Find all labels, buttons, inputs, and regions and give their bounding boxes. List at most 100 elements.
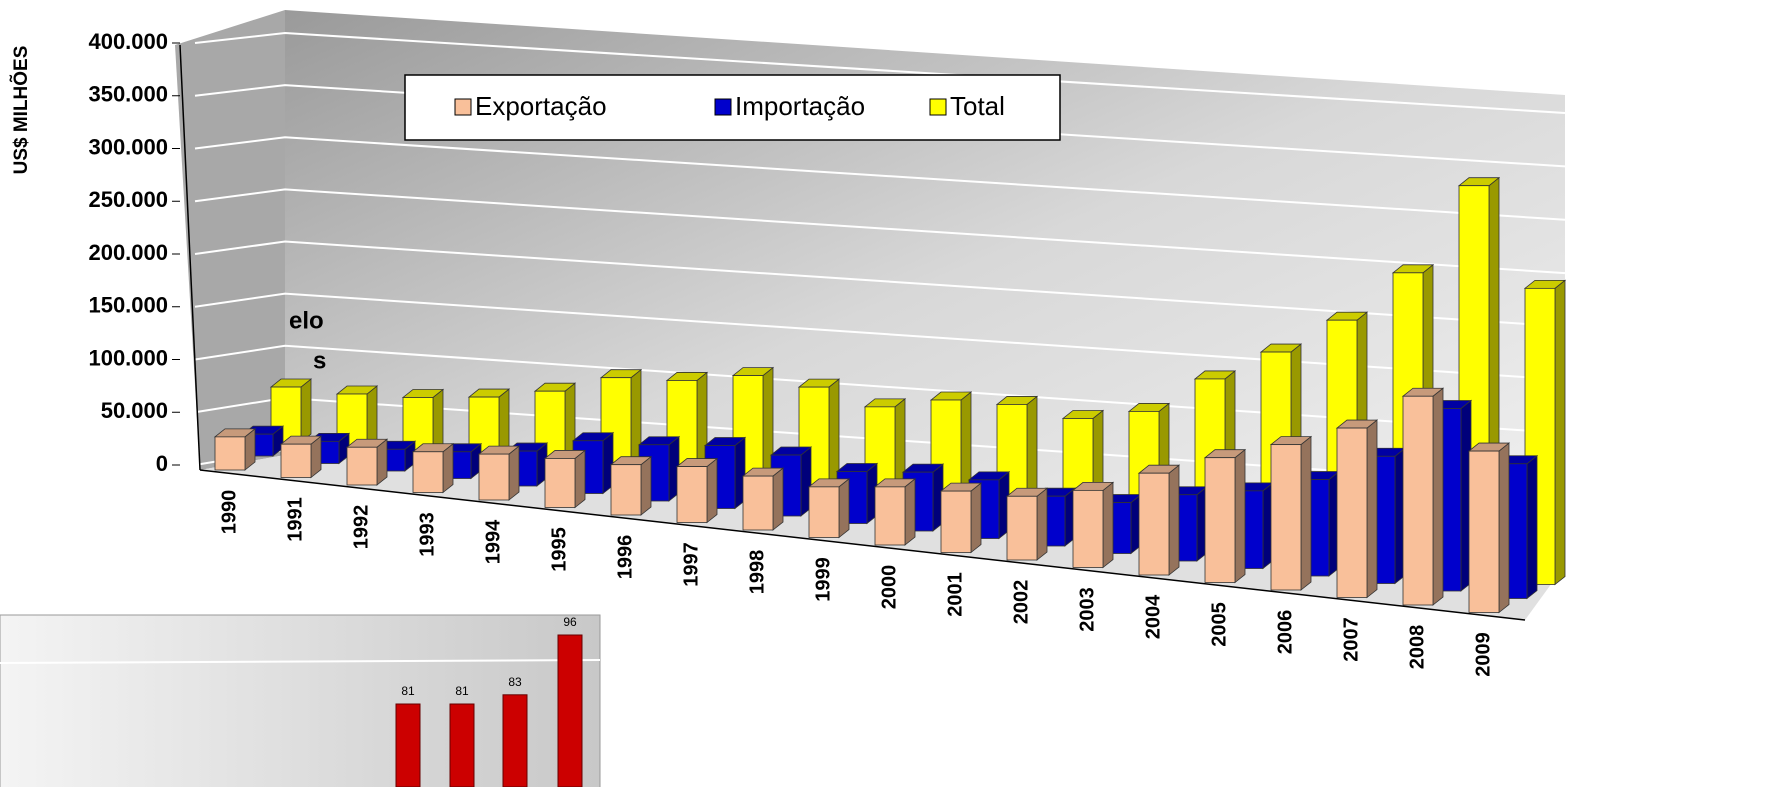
bar	[1005, 487, 1049, 561]
plot	[179, 31, 1567, 621]
x-tick-label: 2005	[1208, 602, 1230, 647]
text-fragment: s	[313, 347, 326, 374]
bar-front	[1468, 450, 1500, 613]
y-axis	[179, 44, 201, 471]
x-tick-label: 1990	[218, 490, 240, 535]
bar-side	[1366, 419, 1378, 599]
bar	[543, 449, 587, 509]
bar	[1137, 464, 1181, 576]
bar	[609, 455, 653, 516]
grid-line	[194, 31, 1566, 114]
bar-side	[1234, 448, 1246, 584]
bar	[449, 703, 475, 788]
x-tick-label: 1998	[746, 550, 768, 595]
bar	[1401, 387, 1445, 606]
bar	[675, 457, 719, 524]
x-tick-label: 2006	[1274, 610, 1296, 655]
bar-side	[1102, 481, 1114, 569]
legend	[404, 74, 1061, 141]
grid-line	[194, 136, 1566, 221]
bar-side	[1036, 487, 1048, 561]
bar-side	[1526, 454, 1538, 600]
bar-front	[478, 453, 510, 501]
x-tick-label: 2002	[1010, 580, 1032, 625]
y-tick-label: 200.000	[88, 240, 168, 265]
bar	[939, 482, 983, 554]
data-label: 96	[563, 615, 577, 629]
bar-side	[1498, 442, 1510, 614]
y-axis-title: US$ MILHÕES	[10, 46, 32, 175]
legend-swatch	[454, 98, 472, 116]
grid-line	[194, 188, 1566, 275]
x-tick-label: 1993	[416, 512, 438, 557]
bar-front	[874, 486, 906, 546]
x-tick-label: 1994	[482, 519, 504, 564]
bar-front	[544, 458, 576, 508]
data-label: 81	[455, 684, 469, 698]
y-tick-label: 150.000	[88, 293, 168, 318]
bar	[1203, 448, 1247, 584]
inset-panel	[0, 614, 601, 792]
grid-line	[194, 84, 1566, 168]
bar-side	[838, 478, 850, 539]
text-fragment: elo	[289, 307, 324, 334]
grid-line	[194, 240, 1566, 328]
side-wall	[175, 10, 285, 470]
bar-front	[346, 446, 378, 486]
x-tick-label: 1996	[614, 535, 636, 580]
bar	[873, 478, 917, 546]
bar	[1467, 442, 1511, 614]
y-tick-label: 350.000	[88, 82, 168, 107]
legend-label: Total	[950, 91, 1005, 121]
bar	[703, 436, 747, 510]
bar-front	[280, 443, 312, 478]
x-axis	[199, 469, 1526, 621]
bar-front	[1270, 444, 1302, 591]
bar-side	[508, 445, 520, 501]
bar-side	[1168, 464, 1180, 576]
bar-front	[1204, 457, 1236, 583]
y-tick-label: 300.000	[88, 134, 168, 159]
data-label: 83	[508, 675, 522, 689]
bar	[1269, 435, 1313, 591]
grid-line	[194, 292, 1566, 381]
bar-front	[214, 436, 246, 471]
bar-front	[412, 451, 444, 493]
y-tick-label: 50.000	[101, 398, 168, 423]
bar-side	[970, 482, 982, 554]
legend-label: Importação	[735, 91, 865, 121]
x-tick-label: 1995	[548, 527, 570, 572]
bar	[411, 442, 455, 494]
x-tick-label: 1991	[284, 497, 306, 542]
y-tick-label: 100.000	[88, 345, 168, 370]
bar-front	[1336, 427, 1368, 598]
bar	[1335, 419, 1379, 599]
bar	[571, 431, 615, 495]
x-tick-label: 2003	[1076, 587, 1098, 632]
x-tick-label: 1997	[680, 542, 702, 587]
bar-side	[1432, 387, 1444, 606]
bar	[395, 703, 421, 788]
bar-front	[1006, 495, 1038, 561]
bar	[279, 435, 323, 479]
bar-side	[300, 378, 312, 443]
bar-front	[1402, 395, 1434, 606]
bar-front	[610, 464, 642, 516]
legend-swatch	[714, 98, 732, 116]
bar-front	[742, 475, 774, 531]
bar-side	[772, 467, 784, 531]
data-label: 81	[401, 684, 415, 698]
x-tick-label: 2004	[1142, 594, 1164, 639]
y-tick-label: 250.000	[88, 187, 168, 212]
x-tick-label: 2009	[1472, 632, 1494, 677]
bar-side	[1300, 435, 1312, 591]
legend-label: Exportação	[475, 91, 607, 121]
bar-front	[940, 490, 972, 553]
bar	[213, 428, 257, 471]
bar	[477, 445, 521, 501]
x-tick-label: 2000	[878, 565, 900, 610]
bar-side	[706, 457, 718, 524]
legend-swatch	[929, 98, 947, 116]
bar	[807, 478, 851, 539]
